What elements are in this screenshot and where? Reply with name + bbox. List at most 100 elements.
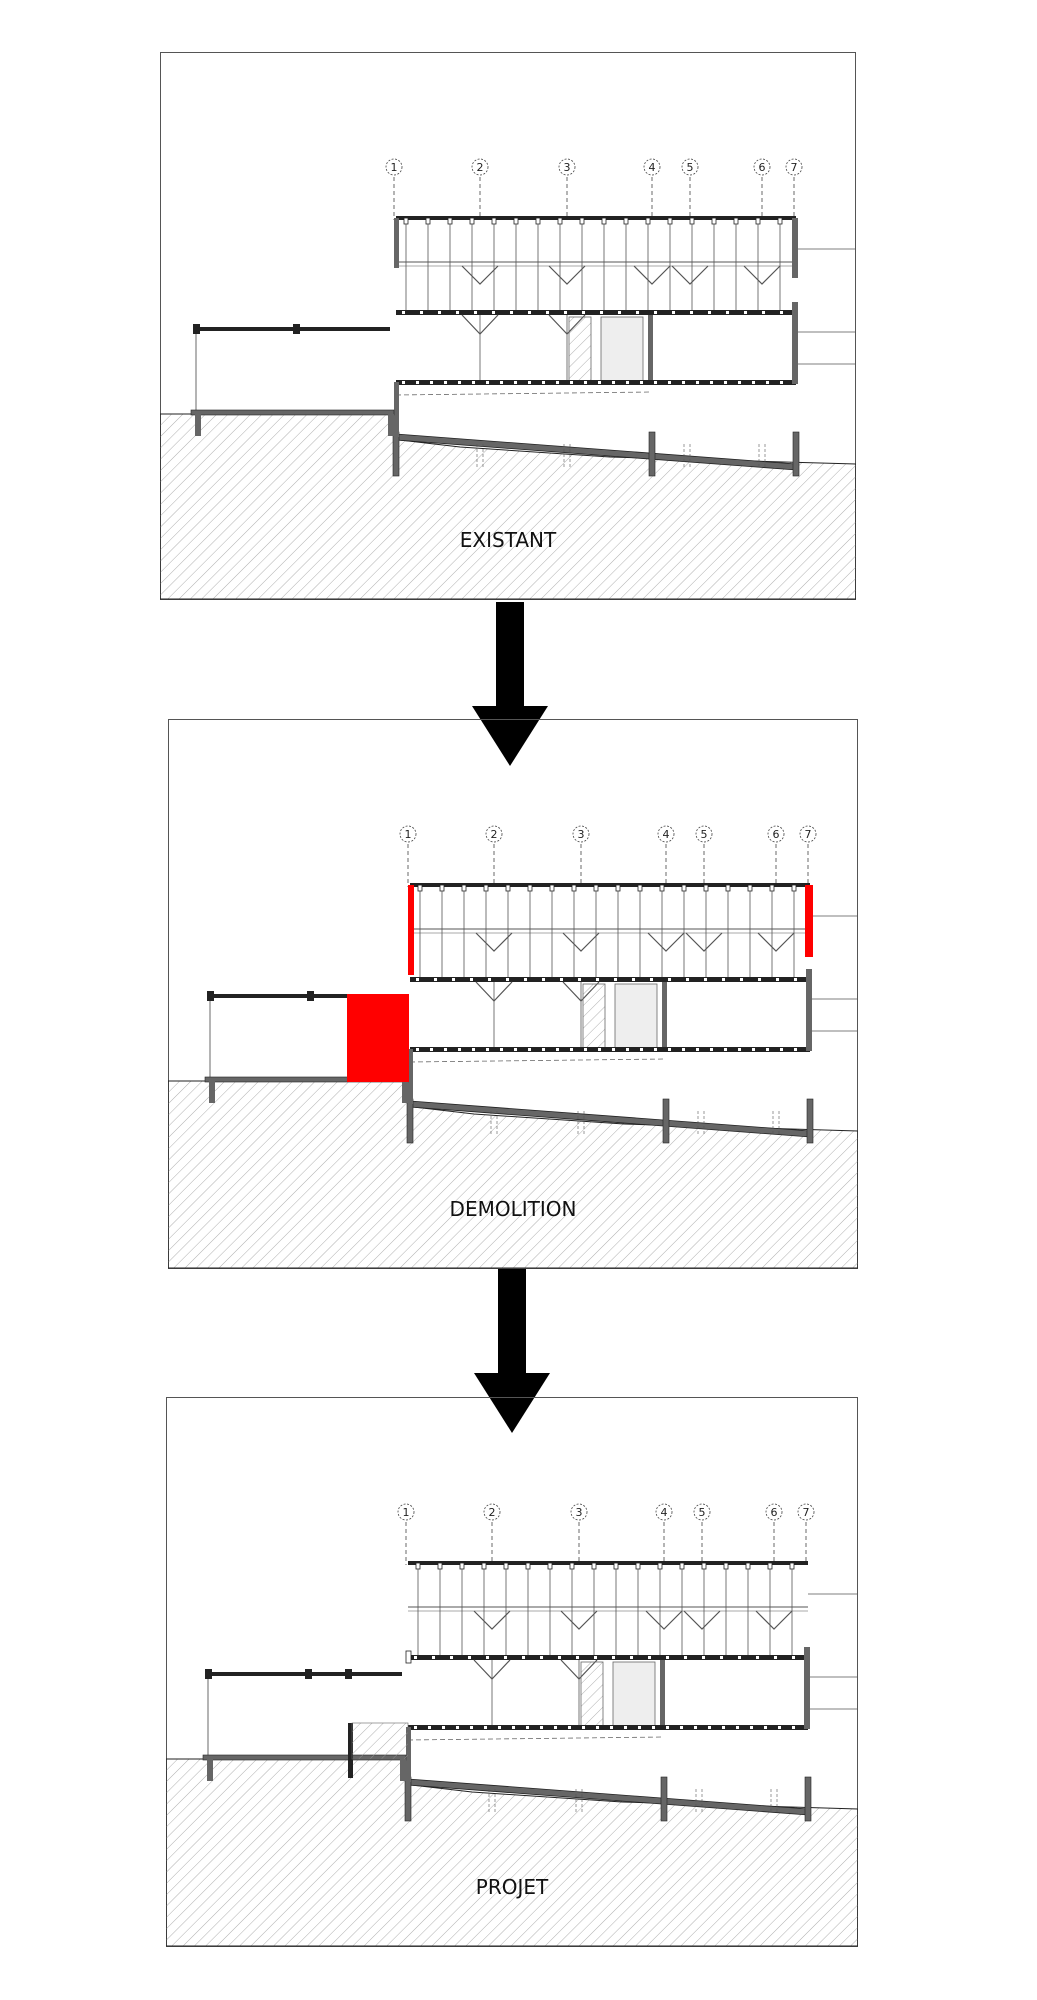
grid-axis-bubble: [765, 1503, 783, 1521]
upper-floor-joist: [492, 311, 495, 314]
ground-floor-joist: [626, 1048, 629, 1051]
ground-floor-joist: [682, 1048, 685, 1051]
left-retaining-wall: [406, 1727, 411, 1782]
upper-floor-joist: [504, 1656, 507, 1659]
ground-floor-joist: [528, 381, 531, 384]
timber-brace: [475, 932, 513, 952]
left-retaining-wall: [408, 1049, 413, 1104]
ground-floor-joist: [416, 381, 419, 384]
upper-floor-joist: [720, 1656, 723, 1659]
ground-floor-joist: [444, 381, 447, 384]
ground-floor-joist: [780, 381, 783, 384]
roof-joist: [657, 1562, 663, 1570]
roof-beam: [408, 1561, 808, 1565]
upper-floor-joist: [558, 1656, 561, 1659]
annex-footing: [195, 414, 201, 436]
section-projet: 1 2 3 4 5 6 7 PROJET: [166, 1397, 858, 1947]
grid-axis-bubble: [643, 158, 661, 176]
dashed-line: [395, 391, 653, 396]
upper-floor-joist: [468, 1656, 471, 1659]
roof-joist: [491, 217, 497, 225]
roof-joist: [503, 1562, 509, 1570]
ground-floor-joist: [682, 381, 685, 384]
roof-joist: [645, 217, 651, 225]
section-projet-drawing: 1 2 3 4 5 6 7: [166, 1397, 858, 1947]
roof-joist: [483, 884, 489, 892]
roof-joist: [679, 1562, 685, 1570]
brick-partition: [614, 983, 658, 1049]
roof-joist: [745, 1562, 751, 1570]
demolished-annex-block: [347, 994, 409, 1082]
roof-joist: [725, 884, 731, 892]
timber-brace: [743, 265, 781, 285]
upper-floor-joist: [434, 978, 437, 981]
roof-joist: [593, 884, 599, 892]
grid-axis-label: 3: [564, 161, 571, 174]
ground-floor-joist: [570, 381, 573, 384]
left-retaining-wall: [394, 382, 399, 437]
ground-floor-slab: [410, 1047, 810, 1052]
upper-floor-joist: [630, 1656, 633, 1659]
brick-partition: [582, 983, 606, 1049]
roof-joist: [723, 1562, 729, 1570]
grid-axis-label: 5: [687, 161, 694, 174]
annex-roof: [207, 1672, 402, 1676]
grid-axis-bubble: [655, 1503, 673, 1521]
roof-joist: [527, 884, 533, 892]
annex-footing: [207, 1759, 213, 1781]
grid-axis-label: 4: [663, 828, 670, 841]
upper-floor-joist: [600, 311, 603, 314]
grid-axis-bubble: [558, 158, 576, 176]
roof-joist: [547, 1562, 553, 1570]
roof-joist: [601, 217, 607, 225]
upper-floor-joist: [416, 978, 419, 981]
upper-floor-joist: [648, 1656, 651, 1659]
section-existant-label: EXISTANT: [459, 528, 557, 552]
roof-joist: [437, 1562, 443, 1570]
annex-roof-end: [205, 1669, 212, 1679]
ground-floor-joist: [484, 1726, 487, 1729]
ground-floor-joist: [640, 1048, 643, 1051]
upper-floor-joist: [690, 311, 693, 314]
grid-axis-bubble: [785, 158, 803, 176]
roof-joist: [439, 884, 445, 892]
right-wall: [792, 218, 798, 278]
upper-floor-joist: [564, 311, 567, 314]
timber-brace: [755, 1610, 793, 1630]
grid-axis-label: 3: [576, 1506, 583, 1519]
upper-floor-joist: [776, 978, 779, 981]
timber-brace: [683, 1610, 721, 1630]
ground-floor-joist: [722, 1726, 725, 1729]
roof-joist: [789, 1562, 795, 1570]
interior-wall: [648, 315, 653, 385]
upper-floor-joist: [486, 1656, 489, 1659]
grid-axis-bubble: [767, 825, 785, 843]
ground-floor-joist: [486, 381, 489, 384]
upper-floor-joist: [708, 311, 711, 314]
ground-floor-joist: [724, 1048, 727, 1051]
upper-floor-joist: [726, 311, 729, 314]
roof-joist: [557, 217, 563, 225]
brick-partition: [600, 316, 644, 382]
new-connection: [405, 1650, 412, 1664]
roof-joist: [481, 1562, 487, 1570]
ground-floor-joist: [556, 381, 559, 384]
ground-floor-joist: [710, 381, 713, 384]
roof-joist: [569, 1562, 575, 1570]
upper-floor-slab: [408, 1655, 808, 1660]
grid-axis-bubble: [485, 825, 503, 843]
ground-floor-joist: [542, 381, 545, 384]
grid-axis-label: 2: [489, 1506, 496, 1519]
upper-floor-joist: [528, 311, 531, 314]
roof-joist: [415, 1562, 421, 1570]
upper-floor-joist: [470, 978, 473, 981]
ground-floor-joist: [512, 1726, 515, 1729]
ground-floor-joist: [668, 381, 671, 384]
new-infill: [351, 1722, 409, 1760]
ground-floor-joist: [416, 1048, 419, 1051]
grid-axis-bubble: [681, 158, 699, 176]
upper-floor-joist: [618, 311, 621, 314]
ground-floor-joist: [472, 1048, 475, 1051]
annex-roof: [209, 994, 404, 998]
upper-floor-joist: [452, 978, 455, 981]
